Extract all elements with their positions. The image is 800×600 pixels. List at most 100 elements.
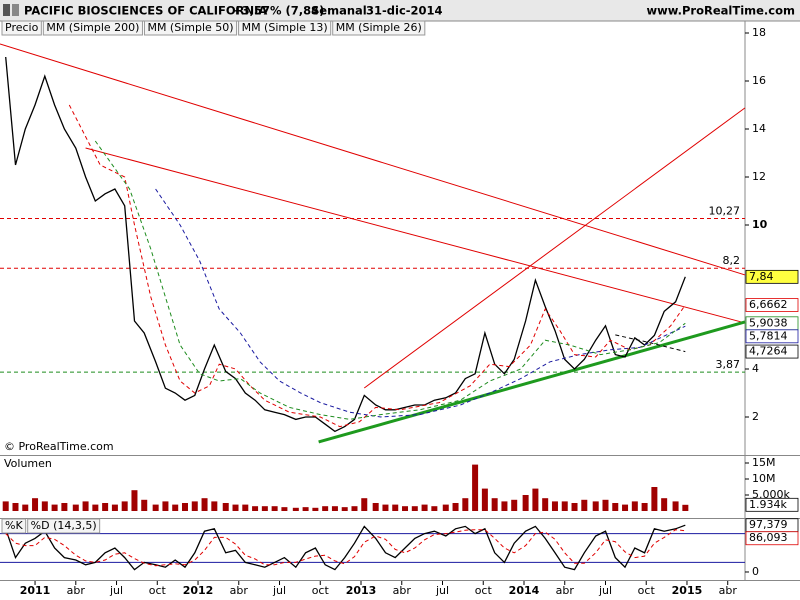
legend-box — [27, 518, 101, 534]
value-tag — [745, 344, 799, 359]
header-icon — [12, 4, 19, 16]
volume-bar — [312, 507, 319, 511]
volume-bar — [421, 504, 428, 511]
volume-bar — [222, 502, 229, 511]
volume-bar — [61, 502, 68, 511]
value-tag — [745, 269, 799, 284]
volume-bar — [622, 504, 629, 511]
volume-bar — [532, 488, 539, 511]
volume-bar — [571, 502, 578, 511]
volume-bar — [452, 502, 459, 511]
legend-box — [1, 518, 27, 534]
y-tick-label: 10 — [752, 218, 768, 231]
volume-bar — [302, 507, 309, 511]
volume-bar — [162, 501, 169, 511]
volume-bar — [22, 504, 29, 511]
x-tick-label: oct — [475, 584, 493, 597]
volume-bar — [121, 501, 128, 511]
volume-bar — [341, 507, 348, 511]
volume-bar — [2, 501, 9, 511]
level-label: 10,27 — [709, 205, 741, 218]
series-line — [615, 334, 686, 353]
volume-bar — [551, 501, 558, 511]
y-tick-label: 5.000k — [752, 488, 790, 501]
trendline — [318, 320, 746, 444]
x-tick-label: oct — [638, 584, 656, 597]
header-title: PACIFIC BIOSCIENCES OF CALIFORNIA — [24, 4, 267, 18]
x-tick-label: jul — [598, 584, 612, 597]
volume-bar — [472, 464, 479, 511]
x-tick-label: 2012 — [183, 584, 214, 597]
y-tick-label: 16 — [752, 74, 766, 87]
value-tag — [745, 531, 799, 546]
y-tick-label: 15M — [752, 456, 776, 469]
volume-bar — [641, 502, 648, 511]
volume-bar — [602, 499, 609, 511]
x-tick-label: oct — [149, 584, 167, 597]
volume-bar — [191, 501, 198, 511]
legend-box — [1, 20, 42, 36]
volume-bar — [72, 504, 79, 511]
volume-bar — [651, 487, 658, 511]
volume-bar — [242, 504, 249, 511]
legend-entry: MM (Simple 26) — [336, 21, 422, 34]
series-line — [94, 140, 686, 420]
volume-bar — [411, 506, 418, 511]
series-line — [68, 104, 686, 428]
x-tick-label: oct — [312, 584, 330, 597]
x-tick-label: 2011 — [20, 584, 51, 597]
series-line — [5, 524, 686, 571]
volume-bar — [141, 499, 148, 511]
volume-bar — [442, 504, 449, 511]
volume-bar — [392, 504, 399, 511]
volume-bar — [491, 498, 498, 511]
volume-bar — [292, 507, 299, 511]
legend-entry: %K — [5, 519, 23, 532]
x-tick-label: 2014 — [509, 584, 540, 597]
volume-bar — [211, 501, 218, 511]
volume-bar — [351, 506, 358, 511]
volume-bar — [511, 499, 518, 511]
y-tick-label: 14 — [752, 122, 766, 135]
header-bar — [0, 0, 800, 21]
volume-bar — [201, 498, 208, 511]
volume-bar — [382, 504, 389, 511]
value-tag-label: 5,7814 — [749, 329, 788, 342]
header-site: www.ProRealTime.com — [646, 4, 795, 18]
volume-bar — [682, 504, 689, 511]
x-tick-label: abr — [719, 584, 738, 597]
series-line — [155, 188, 686, 418]
y-tick-label: 0 — [752, 565, 759, 578]
legend-box — [332, 20, 426, 36]
x-tick-label: 2015 — [672, 584, 703, 597]
header-period: Semanal — [311, 4, 367, 18]
volume-bar — [252, 506, 259, 511]
value-tag-label: 1.934k — [749, 498, 787, 511]
volume-bar — [612, 502, 619, 511]
value-tag — [745, 497, 799, 512]
volume-bar — [592, 501, 599, 511]
volume-bar — [672, 501, 679, 511]
y-tick-label: 2 — [752, 410, 759, 423]
volume-bar — [581, 499, 588, 511]
volume-bar — [281, 507, 288, 511]
volume-bar — [41, 501, 48, 511]
level-label: 3,87 — [716, 358, 741, 371]
x-tick-label: abr — [393, 584, 412, 597]
volume-bar — [172, 504, 179, 511]
volume-bar — [661, 498, 668, 511]
volume-bar — [181, 502, 188, 511]
series-line — [5, 56, 686, 433]
volume-bar — [232, 504, 239, 511]
trendline — [85, 147, 746, 324]
y-tick-label: 12 — [752, 170, 766, 183]
legend-entry: MM (Simple 50) — [147, 21, 233, 34]
header-date: 31-dic-2014 — [366, 4, 443, 18]
volume-bar — [261, 506, 268, 511]
volume-bar — [361, 498, 368, 511]
y-tick-label: 4 — [752, 362, 759, 375]
panel-title: Volumen — [4, 457, 52, 470]
volume-bar — [111, 504, 118, 511]
x-tick-label: jul — [109, 584, 123, 597]
